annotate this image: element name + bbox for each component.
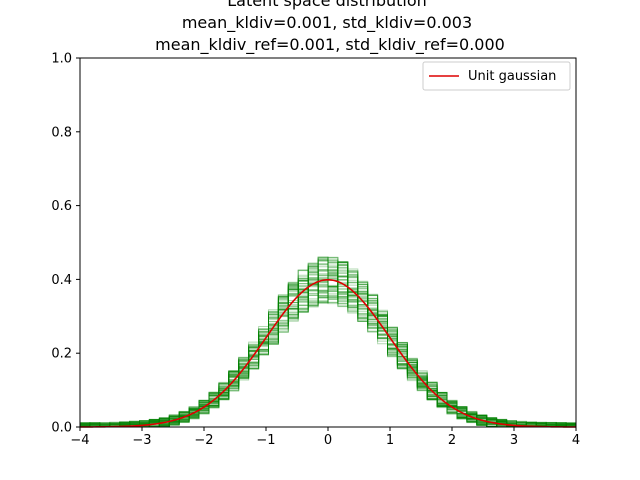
y-tick-label: 0.6 xyxy=(51,199,72,214)
x-tick-label: −4 xyxy=(70,433,89,448)
histogram-outline xyxy=(80,260,576,428)
histogram-outline xyxy=(79,276,577,428)
histogram-outline xyxy=(79,270,576,428)
histogram-outline xyxy=(80,283,577,428)
x-tick-label: 2 xyxy=(448,433,456,448)
plot-frame xyxy=(79,57,577,428)
histogram-outline xyxy=(80,266,576,428)
title-line-3: mean_kldiv_ref=0.001, std_kldiv_ref=0.00… xyxy=(155,35,505,55)
histogram-outline xyxy=(79,264,577,428)
histogram-outline xyxy=(79,274,577,428)
x-tick-label: 0 xyxy=(324,433,332,448)
histogram-outline xyxy=(79,261,577,428)
y-tick-label: 1.0 xyxy=(51,52,72,67)
histogram-outline xyxy=(80,270,577,428)
legend-box xyxy=(422,61,571,91)
histogram-outline xyxy=(80,264,576,428)
x-tick-label: −2 xyxy=(194,433,213,448)
histogram-outline xyxy=(80,288,576,428)
legend-label-unit-gaussian: Unit gaussian xyxy=(468,69,556,84)
x-tick-label: 4 xyxy=(572,433,580,448)
histogram-outline xyxy=(79,266,576,428)
y-tick-label: 0.8 xyxy=(51,125,72,140)
histogram-outline xyxy=(79,264,577,428)
histogram-outline xyxy=(80,269,577,428)
histogram-series xyxy=(79,256,577,428)
x-tick-label: 3 xyxy=(510,433,518,448)
y-tick-label: 0.0 xyxy=(51,421,72,436)
chart-title: Latent space distribution mean_kldiv=0.0… xyxy=(155,0,505,55)
histogram-outline xyxy=(80,269,576,428)
legend: Unit gaussian xyxy=(422,61,571,91)
title-line-1: Latent space distribution xyxy=(227,0,427,10)
histogram-outline xyxy=(79,262,576,428)
x-axis: −4 −3 −2 −1 0 1 2 3 4 xyxy=(70,427,580,448)
histogram-outline xyxy=(79,264,576,428)
histogram-outline xyxy=(79,269,576,428)
x-tick-label: 1 xyxy=(386,433,394,448)
histogram-outline xyxy=(80,259,577,428)
y-axis: 0.0 0.2 0.4 0.6 0.8 1.0 xyxy=(51,52,80,436)
histogram-outline xyxy=(80,275,576,428)
histogram-outline xyxy=(79,265,577,428)
x-tick-label: −1 xyxy=(256,433,275,448)
x-tick-label: −3 xyxy=(132,433,151,448)
histogram-outline xyxy=(80,289,577,428)
unit-gaussian-line xyxy=(80,278,576,428)
histogram-outline xyxy=(79,257,577,428)
histogram-outline xyxy=(79,257,577,428)
histogram-outline xyxy=(79,264,576,428)
histogram-outline xyxy=(79,259,577,428)
histogram-outline xyxy=(79,262,577,428)
histogram-outline xyxy=(79,266,576,428)
histogram-outline xyxy=(80,282,577,428)
title-line-2: mean_kldiv=0.001, std_kldiv=0.003 xyxy=(182,13,472,33)
y-tick-label: 0.2 xyxy=(51,347,72,362)
histogram-outline xyxy=(79,261,576,428)
histogram-outline xyxy=(80,275,576,428)
histogram-outline xyxy=(79,260,576,428)
histogram-outline xyxy=(79,277,576,428)
histogram-outline xyxy=(79,271,577,428)
y-tick-label: 0.4 xyxy=(51,273,72,288)
